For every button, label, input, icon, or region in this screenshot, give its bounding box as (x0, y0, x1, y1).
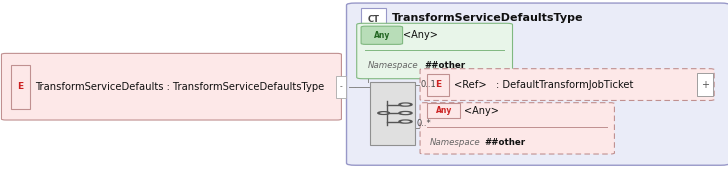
Text: ##other: ##other (485, 138, 526, 147)
Text: +: + (701, 80, 708, 90)
Bar (697, 73, 713, 96)
Text: 0..1: 0..1 (421, 80, 437, 89)
Bar (427, 103, 460, 118)
Text: E: E (17, 82, 23, 91)
FancyBboxPatch shape (1, 53, 341, 120)
Bar (361, 8, 386, 31)
Text: -: - (339, 82, 342, 91)
Bar (370, 82, 415, 144)
FancyBboxPatch shape (361, 26, 403, 44)
Text: Namespace: Namespace (430, 138, 480, 147)
Circle shape (401, 112, 410, 114)
Text: <Any>: <Any> (403, 30, 438, 40)
FancyBboxPatch shape (420, 103, 614, 154)
Text: 0..*: 0..* (416, 119, 431, 128)
Circle shape (399, 112, 412, 115)
Text: TransformServiceDefaults : TransformServiceDefaultsType: TransformServiceDefaults : TransformServ… (35, 82, 324, 92)
Text: TransformServiceDefaultsType: TransformServiceDefaultsType (392, 13, 583, 23)
Circle shape (401, 104, 410, 106)
Circle shape (401, 121, 410, 123)
Text: CT: CT (368, 15, 379, 24)
Circle shape (378, 112, 389, 114)
Bar (336, 76, 346, 98)
Bar (11, 65, 30, 109)
Circle shape (380, 112, 387, 114)
Circle shape (399, 103, 412, 106)
Text: Any: Any (435, 106, 452, 115)
Text: ##other: ##other (424, 61, 465, 70)
FancyBboxPatch shape (357, 23, 513, 79)
Text: Namespace: Namespace (368, 61, 419, 70)
Circle shape (399, 120, 412, 123)
FancyBboxPatch shape (420, 69, 714, 100)
Bar (427, 74, 449, 96)
Text: <Any>: <Any> (464, 106, 499, 115)
Text: E: E (435, 80, 441, 89)
FancyBboxPatch shape (347, 3, 728, 165)
Text: Any: Any (373, 31, 390, 40)
Text: <Ref>   : DefaultTransformJobTicket: <Ref> : DefaultTransformJobTicket (454, 80, 633, 90)
